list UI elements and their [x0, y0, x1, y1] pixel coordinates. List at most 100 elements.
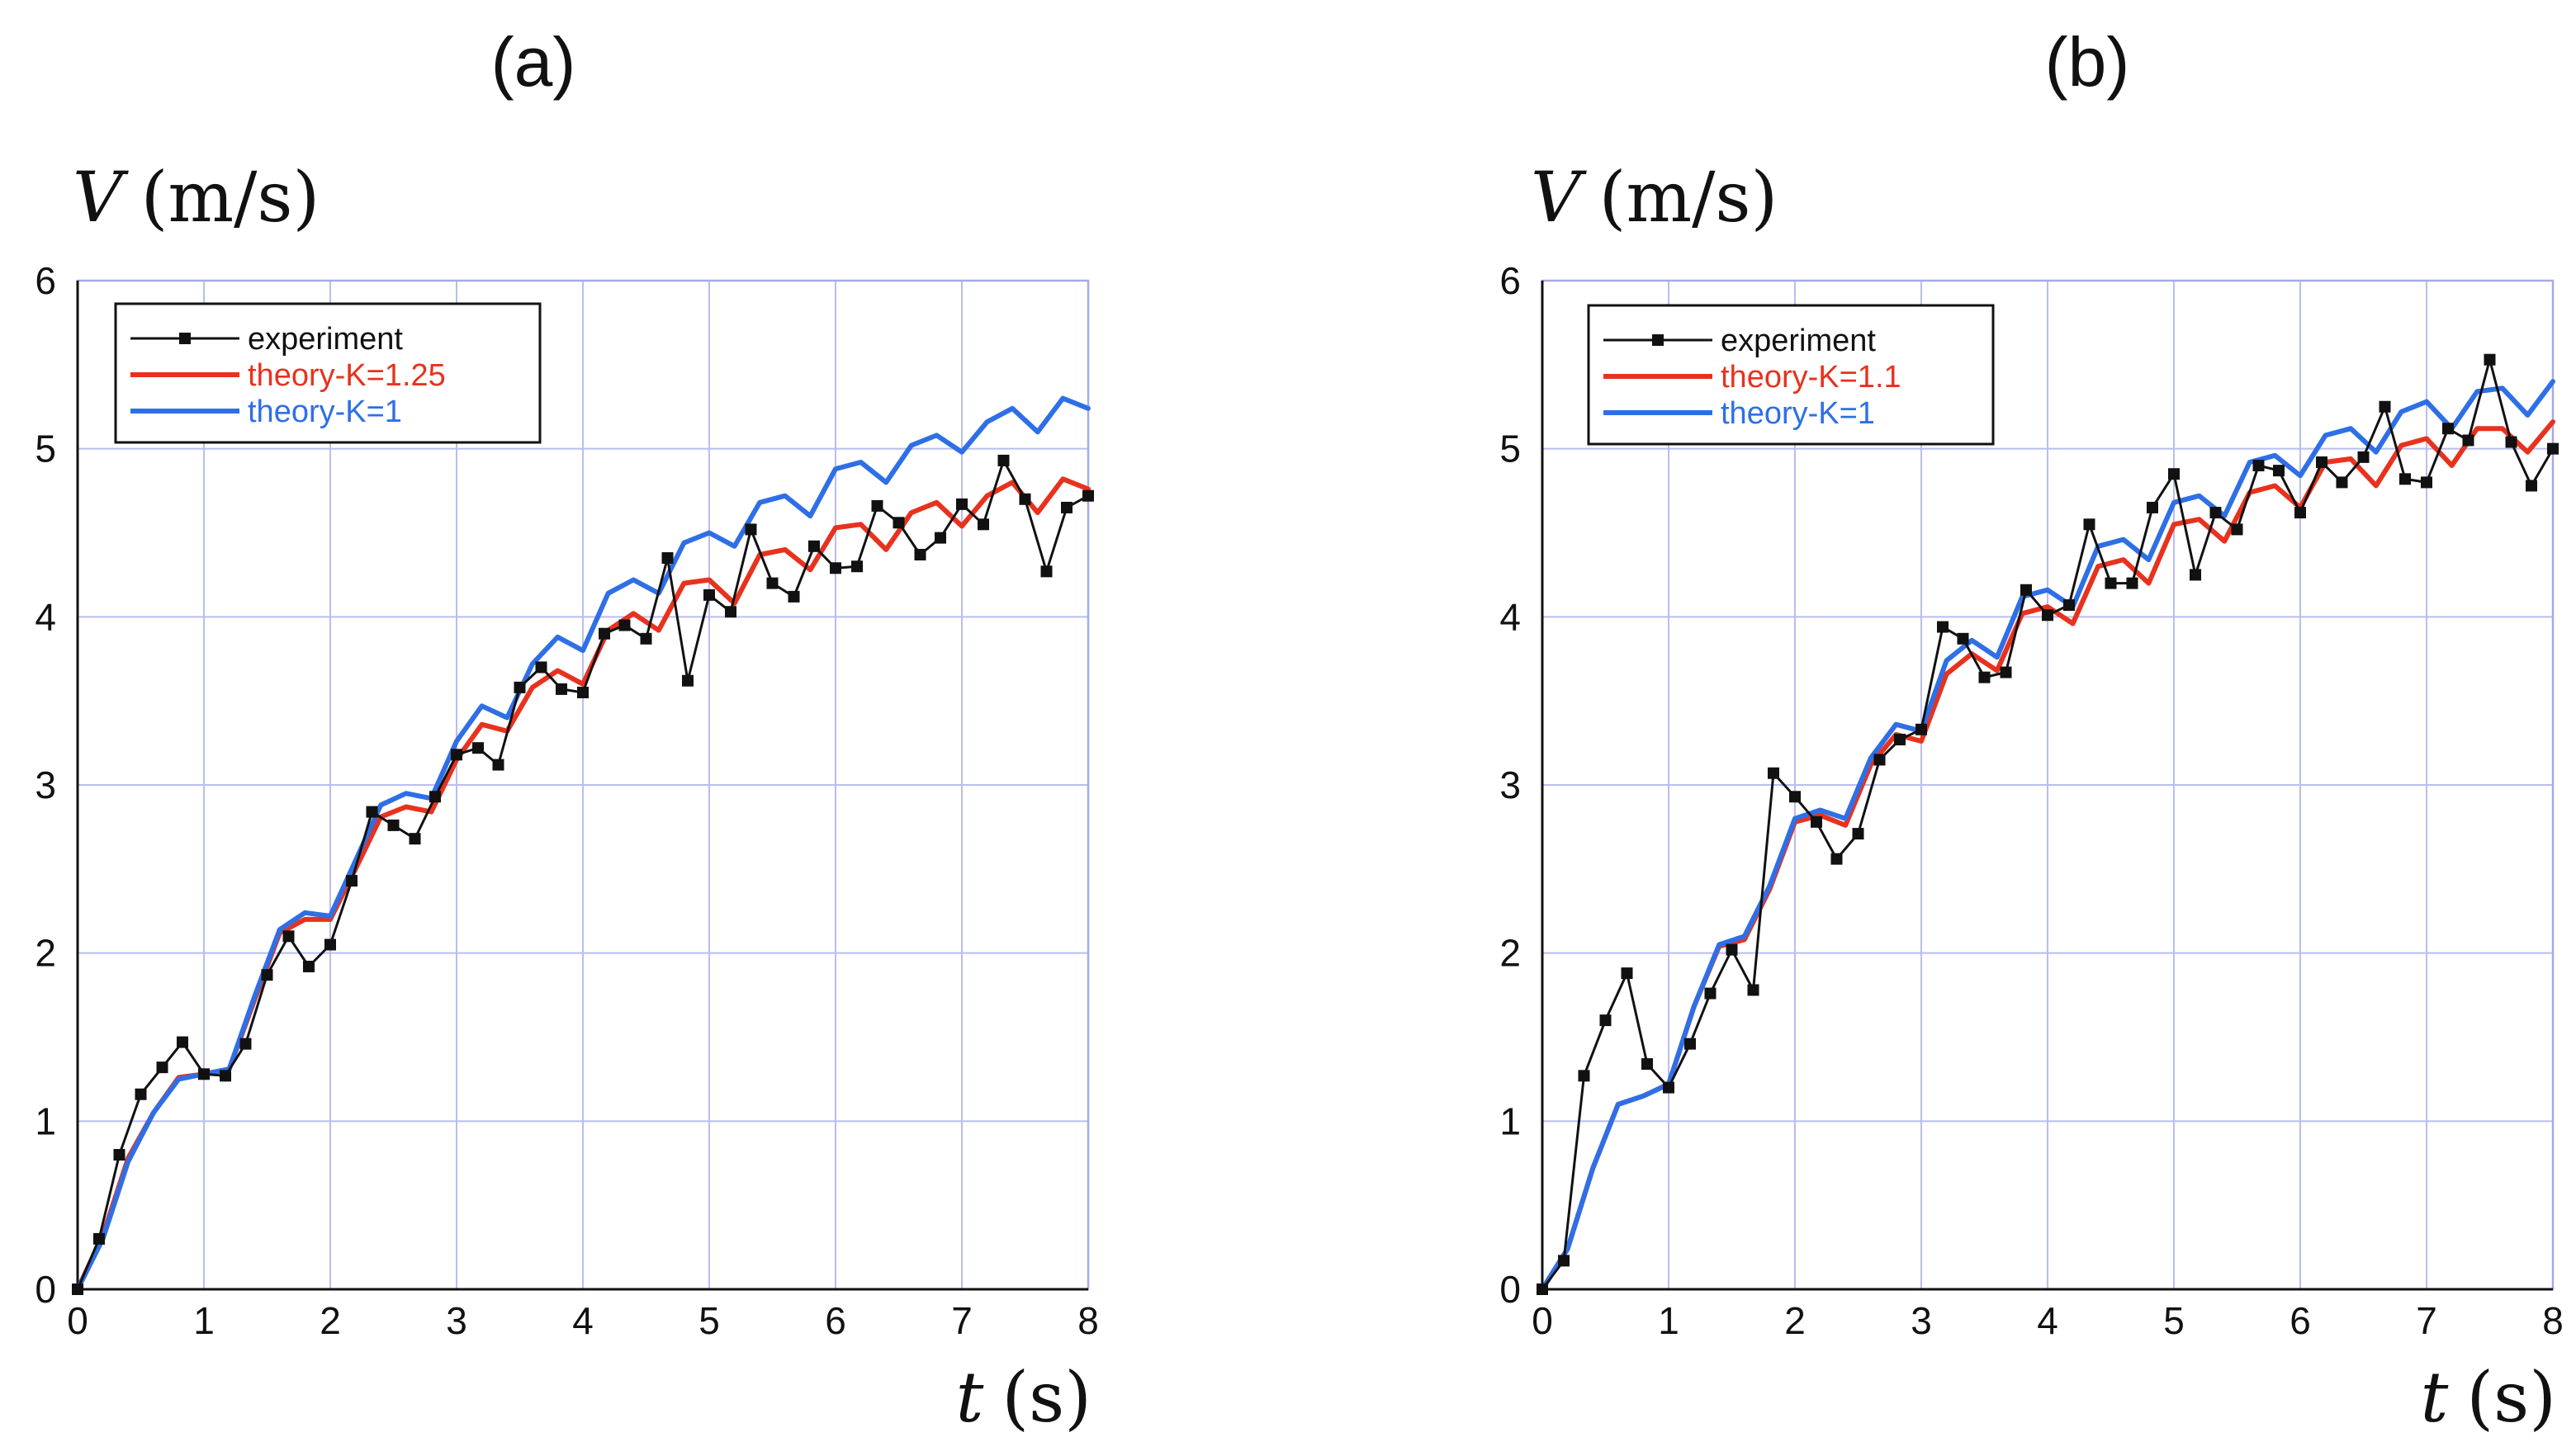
legend-label: experiment [1721, 324, 1876, 358]
data-point [2105, 577, 2117, 589]
y-tick-label: 5 [35, 428, 56, 470]
data-point [2336, 476, 2348, 489]
y-tick-label: 0 [35, 1268, 56, 1311]
data-point [2042, 609, 2053, 622]
y-axis-title: V (m/s) [73, 157, 320, 238]
series-line [75, 395, 1091, 1292]
data-point [1558, 1255, 1570, 1267]
chart-panel-b: (b)V (m/s)t (s)0 1 2 3 4 5 6 7 80123456experimentt… [1499, 23, 2563, 1438]
y-tick-label: 6 [1499, 259, 1521, 302]
data-point [681, 674, 694, 687]
data-point [176, 1036, 188, 1048]
x-tick-label: 7 [951, 1299, 973, 1342]
data-point [366, 806, 378, 818]
data-point [2398, 473, 2411, 485]
data-point [1830, 853, 1843, 865]
x-tick-label: 6 [2290, 1299, 2311, 1342]
data-point [198, 1068, 210, 1080]
data-point [978, 518, 990, 531]
data-point [1060, 501, 1073, 513]
data-point [2462, 434, 2474, 447]
series-experiment [72, 454, 1094, 1295]
data-point [599, 627, 611, 640]
data-point [934, 532, 946, 544]
data-point [302, 960, 315, 972]
x-axis-variable: t [2421, 1357, 2449, 1438]
series-theory-k-1 [75, 395, 1091, 1292]
legend-label: theory-K=1.25 [248, 358, 446, 393]
data-point [2083, 518, 2095, 531]
data-point [2252, 460, 2265, 472]
data-point [851, 560, 864, 573]
data-point [239, 1038, 252, 1050]
x-tick-label: 5 [2163, 1299, 2185, 1342]
data-point [492, 759, 504, 771]
data-point [997, 454, 1010, 466]
y-axis-unit: (m/s) [141, 157, 320, 238]
data-point [1040, 565, 1053, 578]
y-tick-label: 5 [1499, 428, 1521, 470]
series-theory-k-1 [1540, 379, 2555, 1292]
data-point [1978, 671, 1991, 683]
data-point [1599, 1014, 1612, 1027]
legend-marker [1652, 334, 1664, 346]
data-point [2442, 423, 2455, 435]
data-point [2525, 480, 2537, 492]
data-point [2020, 584, 2032, 596]
legend-item: theory-K=1 [130, 395, 402, 429]
data-point [1915, 723, 1927, 735]
y-tick-label: 3 [1499, 763, 1521, 806]
legend-label: experiment [248, 322, 403, 357]
x-tick-label: 7 [2416, 1299, 2437, 1342]
data-point [2231, 523, 2243, 536]
data-point [93, 1232, 106, 1245]
data-point [2357, 451, 2370, 463]
data-point [387, 819, 400, 831]
data-point [2505, 436, 2517, 448]
data-point [1704, 987, 1717, 1000]
data-point [1937, 621, 1949, 633]
legend-marker [179, 333, 191, 344]
x-tick-label: 5 [698, 1299, 720, 1342]
data-point [2379, 400, 2391, 413]
legend-item: experiment [1603, 324, 1876, 358]
data-point [1578, 1070, 1590, 1082]
x-tick-label: 3 [446, 1299, 467, 1342]
data-point [2272, 465, 2285, 477]
data-point [745, 523, 757, 536]
data-point [113, 1149, 125, 1161]
x-axis-unit: (s) [1002, 1357, 1091, 1438]
legend-item: theory-K=1 [1603, 396, 1875, 431]
data-point [514, 681, 526, 693]
x-axis-title: t (s) [956, 1357, 1091, 1438]
data-point [282, 930, 295, 943]
x-tick-label: 2 [1784, 1299, 1806, 1342]
data-point [2209, 507, 2222, 519]
x-tick-label: 8 [1077, 1299, 1099, 1342]
data-point [661, 552, 674, 565]
y-tick-label: 1 [1499, 1099, 1521, 1142]
data-point [2547, 442, 2559, 455]
data-point [788, 590, 800, 603]
data-point [2126, 577, 2138, 589]
x-tick-label: 1 [1658, 1299, 1679, 1342]
x-tick-label: 1 [193, 1299, 215, 1342]
data-point [1767, 767, 1779, 779]
data-point [1726, 943, 1738, 956]
data-point [766, 577, 779, 589]
data-point [1663, 1081, 1674, 1094]
data-point [72, 1283, 83, 1295]
y-tick-label: 3 [35, 763, 56, 806]
data-point [2484, 353, 2496, 366]
data-point [429, 791, 441, 803]
data-point [555, 683, 567, 695]
y-tick-label: 0 [1499, 1268, 1521, 1311]
series-experiment [1537, 353, 2559, 1295]
data-point [577, 686, 589, 698]
data-point [725, 606, 737, 618]
legend-item: theory-K=1.25 [130, 358, 446, 393]
legend-item: theory-K=1.1 [1603, 360, 1901, 395]
x-axis-unit: (s) [2466, 1357, 2556, 1438]
data-point [1621, 967, 1633, 980]
